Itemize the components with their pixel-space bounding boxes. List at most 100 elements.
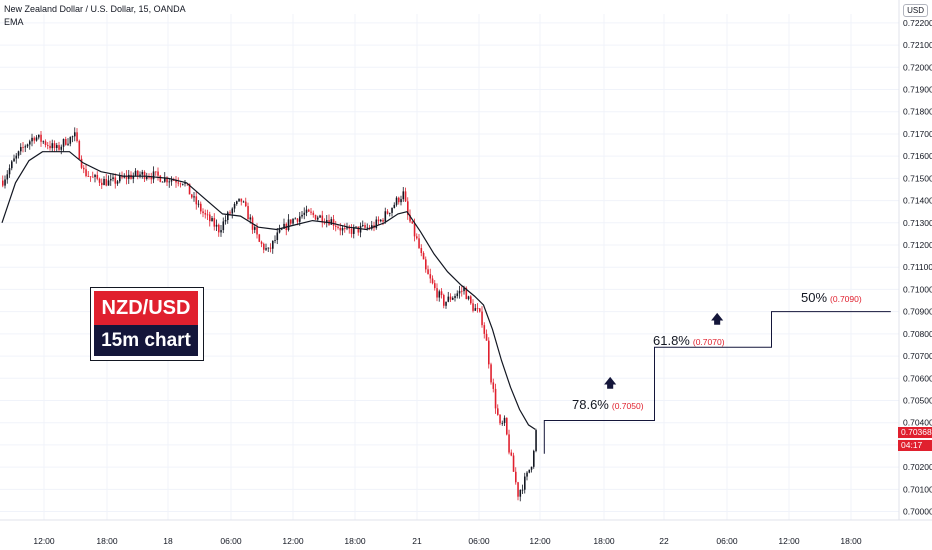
candle-body bbox=[321, 215, 324, 223]
candle-body bbox=[236, 201, 238, 205]
last-price-badge: 0.70368 bbox=[898, 427, 932, 438]
candle-body bbox=[175, 180, 177, 183]
candle-body bbox=[215, 224, 218, 227]
price-axis: 0.72200 0.72100 0.72000 0.71900 0.71800 0.717… bbox=[903, 18, 932, 517]
candle-body bbox=[74, 132, 76, 137]
price-tick-label: 0.71500 bbox=[903, 173, 932, 183]
price-tick-label: 0.72200 bbox=[903, 18, 932, 28]
candle-body bbox=[202, 211, 204, 214]
price-tick-label: 0.70400 bbox=[903, 418, 932, 428]
candle-body bbox=[15, 155, 18, 159]
fib-50-pct: 50% bbox=[801, 290, 828, 305]
candles bbox=[2, 127, 537, 502]
candle-body bbox=[416, 236, 418, 239]
candle-body bbox=[76, 132, 78, 141]
candle-body bbox=[101, 182, 103, 186]
candle-body bbox=[220, 230, 222, 233]
symbol-title[interactable]: New Zealand Dollar / U.S. Dollar, 15, OA… bbox=[4, 4, 186, 14]
candle-body bbox=[38, 134, 40, 138]
candle-body bbox=[13, 158, 15, 162]
grid bbox=[0, 14, 899, 520]
candle-body bbox=[467, 296, 470, 300]
candle-body bbox=[229, 212, 231, 214]
price-tick-label: 0.72000 bbox=[903, 62, 932, 72]
candle-body bbox=[357, 226, 360, 233]
candle-body bbox=[290, 219, 292, 224]
candle-body bbox=[245, 201, 247, 207]
candle-body bbox=[319, 215, 321, 218]
price-tick-label: 0.71700 bbox=[903, 129, 932, 139]
candle-body bbox=[218, 224, 220, 233]
candle-body bbox=[26, 144, 29, 147]
candle-body bbox=[447, 296, 450, 302]
price-tick-label: 0.70000 bbox=[903, 507, 932, 517]
candle-body bbox=[395, 197, 398, 205]
time-tick-label: 18:00 bbox=[840, 536, 862, 546]
currency-button[interactable]: USD bbox=[903, 4, 928, 17]
candle-body bbox=[119, 175, 121, 182]
candle-body bbox=[35, 137, 38, 141]
candle-body bbox=[488, 340, 490, 365]
ema-indicator-label[interactable]: EMA bbox=[4, 17, 24, 27]
candle-body bbox=[89, 176, 92, 178]
candle-body bbox=[335, 225, 337, 227]
candle-body bbox=[355, 226, 357, 228]
candle-body bbox=[283, 223, 285, 229]
candle-body bbox=[116, 181, 119, 184]
title-box: NZD/USD 15m chart bbox=[90, 287, 204, 361]
time-tick-label: 12:00 bbox=[529, 536, 551, 546]
candle-body bbox=[364, 225, 366, 228]
candle-body bbox=[418, 238, 420, 248]
candle-body bbox=[260, 241, 263, 244]
candle-body bbox=[267, 247, 270, 249]
price-tick-label: 0.70700 bbox=[903, 351, 932, 361]
candle-body bbox=[438, 291, 441, 298]
candle-body bbox=[204, 213, 207, 215]
candle-body bbox=[92, 176, 94, 178]
candle-body bbox=[461, 290, 463, 292]
time-tick-label: 21 bbox=[412, 536, 422, 546]
candle-body bbox=[157, 171, 159, 176]
candle-body bbox=[314, 214, 317, 220]
candle-body bbox=[278, 229, 281, 233]
candle-body bbox=[362, 225, 364, 226]
candle-body bbox=[425, 259, 427, 270]
candle-body bbox=[195, 196, 198, 205]
candle-body bbox=[231, 208, 234, 214]
candle-body bbox=[281, 228, 283, 230]
candle-body bbox=[139, 174, 141, 176]
candle-body bbox=[470, 296, 472, 304]
candle-body bbox=[346, 226, 348, 229]
candle-body bbox=[472, 303, 474, 311]
candle-body bbox=[209, 214, 211, 222]
time-tick-label: 12:00 bbox=[778, 536, 800, 546]
candle-body bbox=[159, 175, 162, 182]
candle-body bbox=[411, 221, 414, 224]
candle-body bbox=[533, 450, 535, 467]
candle-body bbox=[112, 177, 114, 179]
candle-body bbox=[377, 219, 380, 222]
up-arrow-icon: 🡅 bbox=[604, 376, 617, 390]
up-arrow-icon: 🡅 bbox=[711, 312, 724, 326]
candle-body bbox=[4, 179, 6, 186]
candle-body bbox=[240, 198, 243, 202]
candle-body bbox=[188, 183, 191, 195]
candle-body bbox=[458, 290, 461, 294]
candle-body bbox=[114, 177, 117, 184]
candle-body bbox=[380, 219, 382, 222]
time-tick-label: 18:00 bbox=[593, 536, 615, 546]
candle-body bbox=[182, 183, 184, 185]
candle-body bbox=[103, 179, 105, 186]
candle-body bbox=[483, 325, 486, 334]
candle-body bbox=[258, 234, 261, 242]
candle-body bbox=[78, 140, 81, 159]
candle-body bbox=[452, 297, 454, 300]
candle-body bbox=[96, 174, 99, 179]
candle-body bbox=[24, 146, 27, 148]
candle-body bbox=[33, 137, 36, 141]
candle-body bbox=[125, 175, 128, 179]
candle-body bbox=[398, 197, 400, 203]
candle-body bbox=[80, 158, 83, 168]
candle-body bbox=[247, 206, 249, 220]
